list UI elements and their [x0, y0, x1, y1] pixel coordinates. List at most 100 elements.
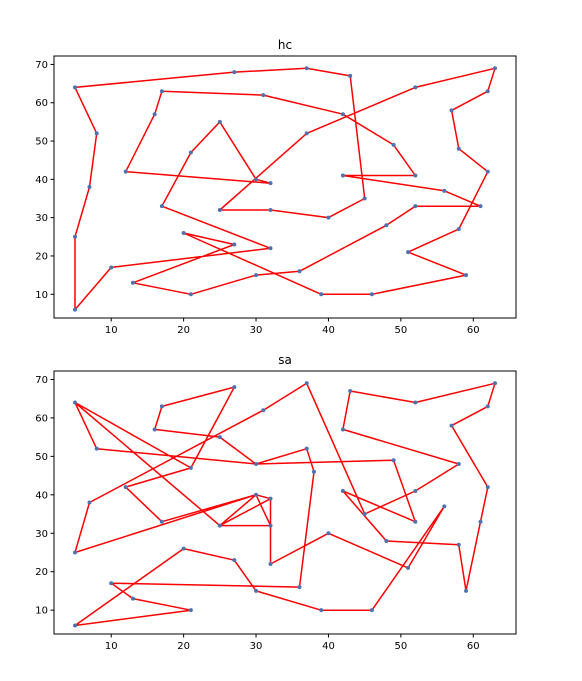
city-point [326, 531, 331, 536]
city-point [413, 488, 418, 493]
x-tick-label: 50 [394, 641, 407, 652]
city-point [254, 273, 259, 278]
city-point [123, 169, 128, 174]
city-point [123, 485, 128, 490]
city-point [159, 519, 164, 524]
x-tick-label: 20 [177, 641, 190, 652]
y-tick-label: 60 [35, 413, 48, 424]
city-point [159, 204, 164, 209]
city-point [188, 292, 193, 297]
city-point [304, 446, 309, 451]
x-tick-label: 60 [467, 325, 480, 336]
y-tick-label: 50 [35, 452, 48, 463]
city-point [384, 223, 389, 228]
city-point [369, 292, 374, 297]
x-tick-label: 30 [250, 641, 263, 652]
y-tick-label: 30 [35, 213, 48, 224]
city-point [406, 565, 411, 570]
y-tick-label: 20 [35, 251, 48, 262]
city-point [413, 85, 418, 90]
plot-frame [53, 55, 517, 319]
city-point [464, 588, 469, 593]
city-point [152, 427, 157, 432]
city-point [254, 177, 259, 182]
route-line [74, 67, 496, 311]
city-point [254, 492, 259, 497]
city-point [391, 142, 396, 147]
city-point [311, 469, 316, 474]
city-point [326, 215, 331, 220]
city-point [73, 85, 77, 90]
city-point [109, 581, 114, 586]
city-point [232, 558, 237, 563]
city-point [456, 542, 461, 547]
city-point [485, 89, 490, 94]
city-point [369, 608, 374, 613]
city-point [304, 131, 309, 136]
city-point [188, 465, 193, 470]
city-point [232, 242, 237, 247]
city-point [181, 546, 186, 551]
city-point [442, 504, 447, 509]
city-point [217, 435, 222, 440]
city-point [73, 307, 77, 312]
city-point [406, 250, 411, 255]
y-tick-label: 10 [35, 290, 48, 301]
city-point [449, 423, 454, 428]
city-point [413, 400, 418, 405]
chart-title: sa [278, 353, 292, 367]
city-point [362, 196, 367, 201]
y-tick-label: 40 [35, 175, 48, 186]
city-point [152, 112, 157, 117]
city-point [456, 146, 461, 151]
city-point [73, 400, 77, 405]
x-tick-label: 30 [250, 325, 263, 336]
city-point [413, 519, 418, 524]
x-tick-label: 50 [394, 325, 407, 336]
chart-title: hc [278, 38, 292, 52]
city-point [442, 188, 447, 193]
plot-frame [53, 370, 517, 635]
city-point [413, 204, 418, 209]
city-point [87, 500, 92, 505]
y-tick-label: 50 [35, 137, 48, 148]
city-point [348, 73, 353, 78]
x-tick-label: 40 [322, 325, 335, 336]
city-point [391, 458, 396, 463]
city-point [493, 381, 497, 386]
city-point [130, 280, 135, 285]
city-point [268, 523, 273, 528]
y-tick-label: 70 [35, 375, 48, 386]
city-point [181, 230, 186, 235]
city-point [456, 227, 461, 232]
y-tick-label: 20 [35, 567, 48, 578]
city-point [319, 608, 324, 613]
city-point [109, 265, 114, 270]
city-point [340, 488, 345, 493]
city-point [73, 623, 77, 628]
city-point [232, 70, 237, 75]
subplot-hc: hc 10 20 30 40 50 60 10 20 30 40 50 60 70 [35, 38, 517, 336]
city-point [159, 89, 164, 94]
city-point [261, 93, 266, 98]
city-point [348, 388, 353, 393]
y-tick-label: 70 [35, 60, 48, 71]
y-tick-label: 30 [35, 529, 48, 540]
city-point [304, 66, 309, 71]
city-point [188, 150, 193, 155]
x-tick-label: 10 [105, 641, 118, 652]
city-point [340, 112, 345, 117]
city-point [362, 512, 367, 517]
city-point [268, 562, 273, 567]
city-point [413, 173, 418, 178]
city-point [130, 596, 135, 601]
city-point [340, 173, 345, 178]
city-point [456, 462, 461, 467]
city-point [268, 496, 273, 501]
city-point [478, 204, 483, 209]
city-point [268, 181, 273, 186]
city-point [485, 169, 490, 174]
x-tick-label: 20 [177, 325, 190, 336]
city-point [232, 385, 237, 390]
